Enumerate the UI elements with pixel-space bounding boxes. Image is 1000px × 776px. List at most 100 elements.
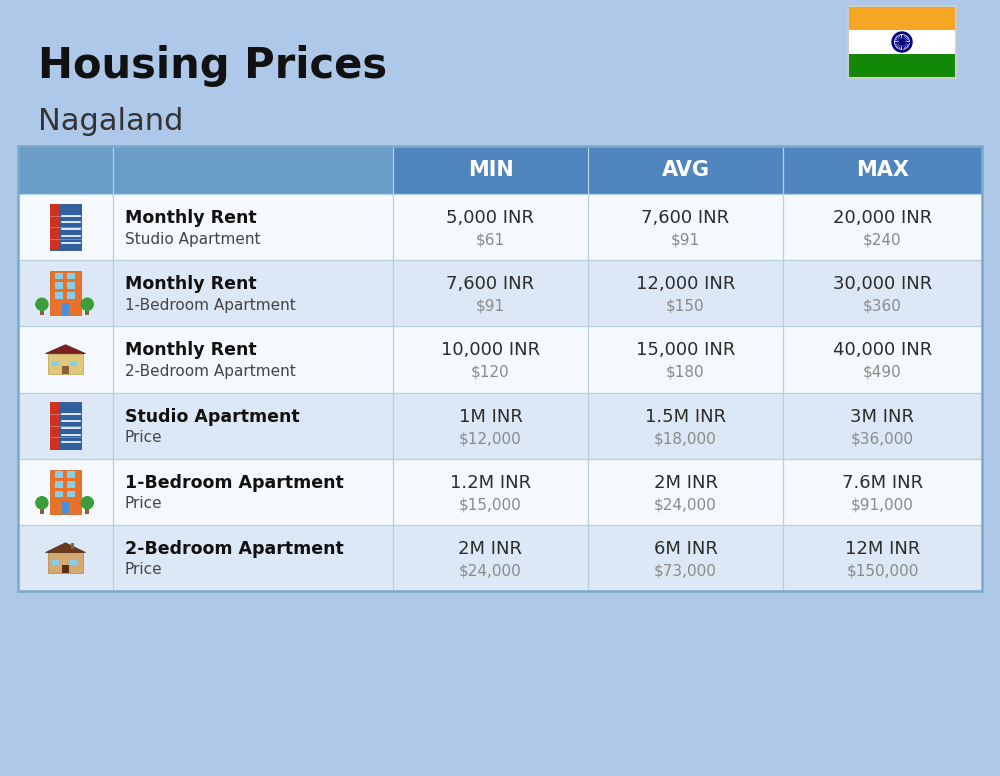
Text: Housing Prices: Housing Prices: [38, 45, 387, 87]
Text: $15,000: $15,000: [459, 497, 522, 512]
FancyBboxPatch shape: [62, 366, 69, 374]
Polygon shape: [46, 542, 85, 553]
FancyBboxPatch shape: [67, 481, 75, 487]
Text: 20,000 INR: 20,000 INR: [833, 209, 932, 227]
FancyBboxPatch shape: [52, 560, 59, 566]
FancyBboxPatch shape: [62, 303, 69, 315]
FancyBboxPatch shape: [85, 505, 89, 514]
FancyBboxPatch shape: [40, 505, 44, 514]
Text: 1M INR: 1M INR: [459, 407, 522, 425]
FancyBboxPatch shape: [67, 282, 75, 289]
Text: 30,000 INR: 30,000 INR: [833, 275, 932, 293]
FancyBboxPatch shape: [62, 565, 69, 573]
Text: $24,000: $24,000: [654, 497, 717, 512]
Text: 15,000 INR: 15,000 INR: [636, 341, 735, 359]
Text: 12,000 INR: 12,000 INR: [636, 275, 735, 293]
FancyBboxPatch shape: [18, 327, 982, 393]
Text: 1-Bedroom Apartment: 1-Bedroom Apartment: [125, 474, 344, 492]
FancyBboxPatch shape: [848, 54, 956, 78]
FancyBboxPatch shape: [48, 553, 83, 573]
Text: 40,000 INR: 40,000 INR: [833, 341, 932, 359]
FancyBboxPatch shape: [55, 282, 63, 289]
Circle shape: [892, 32, 912, 52]
Text: 10,000 INR: 10,000 INR: [441, 341, 540, 359]
Text: Price: Price: [125, 563, 163, 577]
Text: $91: $91: [671, 233, 700, 248]
FancyBboxPatch shape: [40, 307, 44, 315]
Text: $150: $150: [666, 299, 705, 314]
FancyBboxPatch shape: [50, 403, 81, 449]
FancyBboxPatch shape: [67, 471, 75, 478]
FancyBboxPatch shape: [55, 481, 63, 487]
Text: $240: $240: [863, 233, 902, 248]
Text: Monthly Rent: Monthly Rent: [125, 341, 257, 359]
Text: $120: $120: [471, 365, 510, 380]
FancyBboxPatch shape: [55, 272, 63, 279]
FancyBboxPatch shape: [71, 542, 74, 549]
FancyBboxPatch shape: [588, 146, 783, 194]
FancyBboxPatch shape: [85, 307, 89, 315]
FancyBboxPatch shape: [55, 490, 63, 497]
FancyBboxPatch shape: [18, 260, 982, 327]
FancyBboxPatch shape: [50, 204, 81, 250]
FancyBboxPatch shape: [18, 194, 982, 260]
Text: $24,000: $24,000: [459, 563, 522, 578]
FancyBboxPatch shape: [55, 292, 63, 299]
FancyBboxPatch shape: [50, 271, 81, 315]
Circle shape: [81, 497, 93, 509]
Text: 2M INR: 2M INR: [458, 540, 522, 558]
Text: $91,000: $91,000: [851, 497, 914, 512]
Text: $180: $180: [666, 365, 705, 380]
Polygon shape: [46, 345, 85, 354]
Text: $12,000: $12,000: [459, 431, 522, 446]
FancyBboxPatch shape: [783, 146, 982, 194]
Text: MAX: MAX: [856, 160, 909, 180]
Text: Monthly Rent: Monthly Rent: [125, 275, 257, 293]
Text: AVG: AVG: [662, 160, 710, 180]
FancyBboxPatch shape: [48, 354, 83, 374]
Text: 1.2M INR: 1.2M INR: [450, 474, 531, 492]
Text: Price: Price: [125, 496, 163, 511]
Text: 7,600 INR: 7,600 INR: [641, 209, 730, 227]
FancyBboxPatch shape: [67, 292, 75, 299]
Text: Nagaland: Nagaland: [38, 106, 183, 136]
FancyBboxPatch shape: [18, 146, 393, 194]
Text: 1.5M INR: 1.5M INR: [645, 407, 726, 425]
Text: 1-Bedroom Apartment: 1-Bedroom Apartment: [125, 298, 296, 313]
Text: MIN: MIN: [468, 160, 513, 180]
FancyBboxPatch shape: [50, 403, 59, 449]
FancyBboxPatch shape: [62, 501, 69, 514]
Circle shape: [81, 298, 93, 310]
FancyBboxPatch shape: [70, 362, 77, 366]
Text: Monthly Rent: Monthly Rent: [125, 209, 257, 227]
Circle shape: [895, 35, 909, 49]
FancyBboxPatch shape: [55, 471, 63, 478]
Text: Price: Price: [125, 430, 163, 445]
Text: $61: $61: [476, 233, 505, 248]
Text: 2-Bedroom Apartment: 2-Bedroom Apartment: [125, 540, 344, 558]
Text: $150,000: $150,000: [846, 563, 919, 578]
Circle shape: [36, 497, 48, 509]
Text: 2-Bedroom Apartment: 2-Bedroom Apartment: [125, 364, 296, 379]
Text: $36,000: $36,000: [851, 431, 914, 446]
Text: 2M INR: 2M INR: [654, 474, 718, 492]
Circle shape: [900, 40, 904, 44]
FancyBboxPatch shape: [50, 204, 59, 250]
Text: 3M INR: 3M INR: [850, 407, 914, 425]
Text: $360: $360: [863, 299, 902, 314]
FancyBboxPatch shape: [848, 6, 956, 30]
FancyBboxPatch shape: [18, 525, 982, 591]
FancyBboxPatch shape: [67, 272, 75, 279]
FancyBboxPatch shape: [67, 490, 75, 497]
Text: 12M INR: 12M INR: [845, 540, 920, 558]
Text: 5,000 INR: 5,000 INR: [446, 209, 534, 227]
FancyBboxPatch shape: [18, 459, 982, 525]
Circle shape: [36, 298, 48, 310]
Text: Studio Apartment: Studio Apartment: [125, 231, 260, 247]
Text: 7.6M INR: 7.6M INR: [842, 474, 923, 492]
Text: $18,000: $18,000: [654, 431, 717, 446]
FancyBboxPatch shape: [52, 362, 59, 366]
Text: $73,000: $73,000: [654, 563, 717, 578]
Text: 6M INR: 6M INR: [654, 540, 717, 558]
Text: Studio Apartment: Studio Apartment: [125, 407, 300, 425]
